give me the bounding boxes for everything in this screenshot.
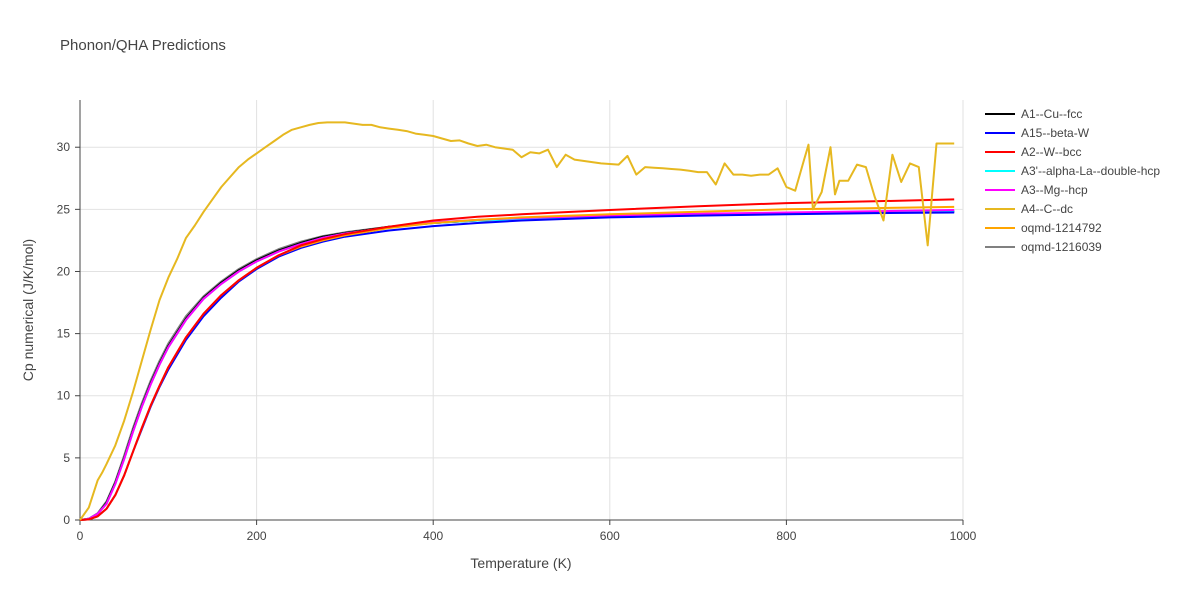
x-tick-label: 1000 [950,529,977,543]
x-tick-label: 400 [423,529,443,543]
y-tick-label: 0 [63,513,70,527]
y-axis-title: Cp numerical (J/K/mol) [20,239,36,381]
series-line-A3'--alpha-La--double-hcp [79,210,955,521]
legend-label: A3--Mg--hcp [1021,183,1088,197]
axes [75,100,964,525]
legend-label: A15--beta-W [1021,126,1090,140]
x-axis-ticks: 0 200 400 600 800 1000 [77,529,977,543]
series-line-oqmd-1214792 [79,205,955,521]
series-line-A3--Mg--hcp [79,209,955,521]
legend-item[interactable]: A1--Cu--fcc [985,107,1082,121]
legend-label: oqmd-1216039 [1021,240,1102,254]
y-tick-label: 30 [57,140,71,154]
legend-label: A3'--alpha-La--double-hcp [1021,164,1160,178]
legend-label: A1--Cu--fcc [1021,107,1082,121]
x-tick-label: 200 [247,529,267,543]
series-line-A2--W--bcc [79,198,955,521]
chart-title: Phonon/QHA Predictions [60,37,226,54]
legend-item[interactable]: A4--C--dc [985,202,1073,216]
y-tick-label: 5 [63,451,70,465]
x-tick-label: 600 [600,529,620,543]
legend-item[interactable]: oqmd-1214792 [985,221,1102,235]
y-tick-label: 15 [57,327,71,341]
series-line-oqmd-1216039 [79,210,955,521]
y-axis-ticks: 0 5 10 15 20 25 30 [57,140,71,527]
x-tick-label: 0 [77,529,84,543]
grid [80,100,964,520]
legend-label: A2--W--bcc [1021,145,1081,159]
legend-label: oqmd-1214792 [1021,221,1102,235]
legend-item[interactable]: A3'--alpha-La--double-hcp [985,164,1160,178]
legend-item[interactable]: A15--beta-W [985,126,1090,140]
series-line-A1--Cu--fcc [79,210,955,521]
legend-item[interactable]: A3--Mg--hcp [985,183,1088,197]
y-tick-label: 25 [57,202,71,216]
legend-item[interactable]: oqmd-1216039 [985,240,1102,254]
legend-label: A4--C--dc [1021,202,1073,216]
series-lines [79,121,955,521]
x-axis-title: Temperature (K) [470,555,571,571]
y-tick-label: 20 [57,264,71,278]
series-line-A4--C--dc [79,121,955,521]
legend[interactable]: A1--Cu--fcc A15--beta-W A2--W--bcc A3'--alp… [985,107,1160,254]
y-tick-label: 10 [57,389,71,403]
x-tick-label: 800 [776,529,796,543]
series-line-A15--beta-W [79,211,955,521]
legend-item[interactable]: A2--W--bcc [985,145,1081,159]
